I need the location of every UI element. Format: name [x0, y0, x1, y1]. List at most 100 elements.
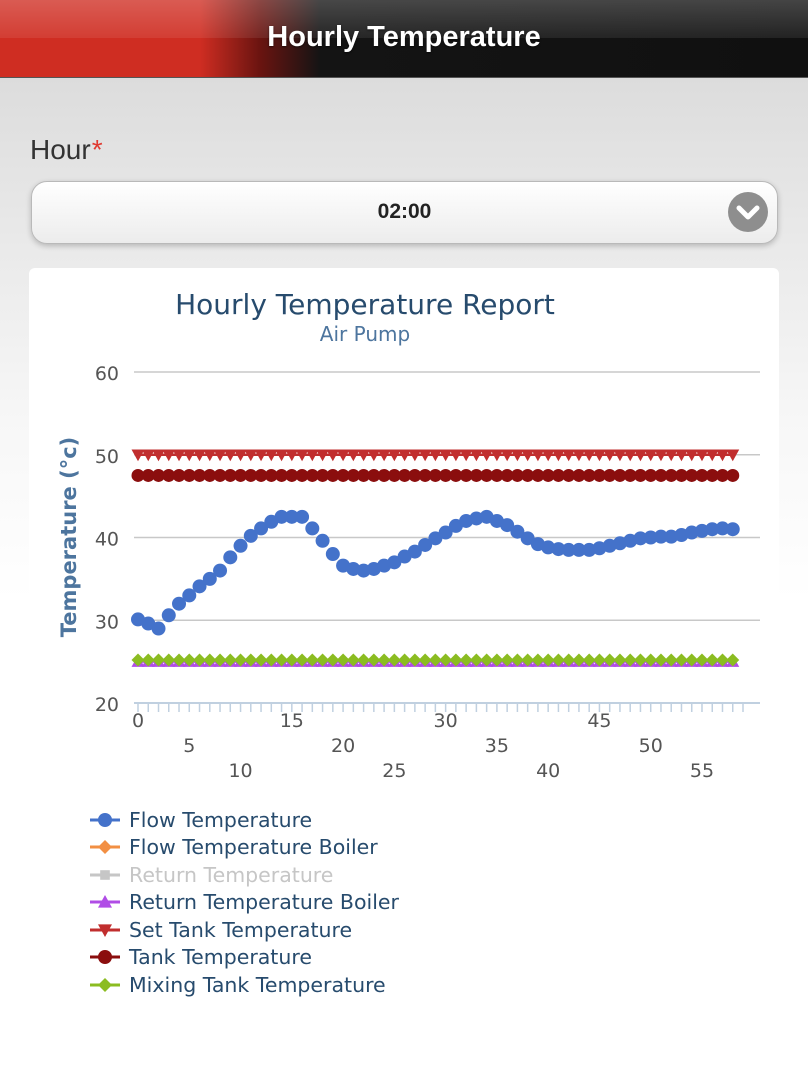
data-point[interactable] [480, 468, 494, 482]
data-point[interactable] [633, 449, 647, 462]
legend-item[interactable]: Flow Temperature Boiler [90, 834, 399, 862]
data-point[interactable] [234, 449, 248, 462]
data-point[interactable] [285, 653, 299, 667]
data-point[interactable] [510, 449, 524, 462]
data-point[interactable] [275, 653, 289, 667]
data-point[interactable] [387, 449, 401, 462]
data-point[interactable] [285, 449, 299, 462]
data-point[interactable] [726, 653, 740, 667]
data-point[interactable] [346, 653, 360, 667]
data-point[interactable] [541, 653, 555, 667]
data-point[interactable] [285, 468, 299, 482]
data-point[interactable] [213, 653, 227, 667]
data-point[interactable] [172, 653, 186, 667]
data-point[interactable] [582, 653, 596, 667]
data-point[interactable] [357, 449, 371, 462]
data-point[interactable] [387, 468, 401, 482]
data-point[interactable] [582, 542, 597, 557]
data-point[interactable] [254, 449, 268, 462]
data-point[interactable] [572, 653, 586, 667]
data-point[interactable] [684, 525, 699, 540]
data-point[interactable] [572, 449, 586, 462]
data-point[interactable] [715, 653, 729, 667]
data-point[interactable] [182, 449, 196, 462]
data-point[interactable] [695, 653, 709, 667]
data-point[interactable] [377, 653, 391, 667]
data-point[interactable] [664, 529, 679, 544]
data-point[interactable] [152, 449, 166, 462]
data-point[interactable] [387, 653, 401, 667]
data-point[interactable] [654, 449, 668, 462]
data-point[interactable] [725, 522, 740, 537]
data-point[interactable] [695, 449, 709, 462]
data-point[interactable] [182, 653, 196, 667]
chevron-down-icon[interactable] [728, 192, 768, 232]
data-point[interactable] [694, 523, 709, 538]
data-point[interactable] [161, 608, 176, 623]
data-point[interactable] [172, 468, 186, 482]
data-point[interactable] [274, 509, 289, 524]
data-point[interactable] [234, 468, 248, 482]
data-point[interactable] [223, 653, 237, 667]
data-point[interactable] [223, 449, 237, 462]
data-point[interactable] [202, 571, 217, 586]
data-point[interactable] [357, 653, 371, 667]
data-point[interactable] [408, 468, 422, 482]
data-point[interactable] [223, 468, 237, 482]
data-point[interactable] [305, 653, 319, 667]
data-point[interactable] [162, 449, 176, 462]
data-point[interactable] [398, 468, 412, 482]
data-point[interactable] [275, 468, 289, 482]
data-point[interactable] [469, 653, 483, 667]
data-point[interactable] [582, 468, 596, 482]
data-point[interactable] [592, 653, 606, 667]
data-point[interactable] [233, 538, 248, 553]
data-point[interactable] [490, 653, 504, 667]
data-point[interactable] [490, 449, 504, 462]
data-point[interactable] [653, 529, 668, 544]
data-point[interactable] [367, 468, 381, 482]
data-point[interactable] [705, 522, 720, 537]
data-point[interactable] [459, 653, 473, 667]
data-point[interactable] [551, 542, 566, 557]
data-point[interactable] [428, 653, 442, 667]
data-point[interactable] [726, 449, 740, 462]
data-point[interactable] [571, 542, 586, 557]
data-point[interactable] [336, 653, 350, 667]
data-point[interactable] [244, 653, 258, 667]
data-point[interactable] [551, 468, 565, 482]
data-point[interactable] [295, 449, 309, 462]
data-point[interactable] [695, 468, 709, 482]
data-point[interactable] [633, 468, 647, 482]
data-point[interactable] [223, 550, 238, 565]
data-point[interactable] [326, 653, 340, 667]
data-point[interactable] [510, 524, 525, 539]
data-point[interactable] [398, 653, 412, 667]
data-point[interactable] [449, 449, 463, 462]
data-point[interactable] [644, 449, 658, 462]
data-point[interactable] [582, 449, 596, 462]
data-point[interactable] [213, 449, 227, 462]
data-point[interactable] [162, 653, 176, 667]
data-point[interactable] [654, 468, 668, 482]
data-point[interactable] [408, 653, 422, 667]
data-point[interactable] [633, 653, 647, 667]
data-point[interactable] [336, 468, 350, 482]
data-point[interactable] [715, 449, 729, 462]
data-point[interactable] [244, 468, 258, 482]
data-point[interactable] [305, 468, 319, 482]
data-point[interactable] [295, 653, 309, 667]
data-point[interactable] [408, 449, 422, 462]
data-point[interactable] [346, 561, 361, 576]
data-point[interactable] [500, 449, 514, 462]
data-point[interactable] [192, 579, 207, 594]
data-point[interactable] [295, 509, 310, 524]
data-point[interactable] [613, 468, 627, 482]
data-point[interactable] [664, 468, 678, 482]
data-point[interactable] [131, 468, 145, 482]
data-point[interactable] [377, 468, 391, 482]
data-point[interactable] [367, 449, 381, 462]
data-point[interactable] [613, 653, 627, 667]
data-point[interactable] [562, 449, 576, 462]
data-point[interactable] [643, 530, 658, 545]
